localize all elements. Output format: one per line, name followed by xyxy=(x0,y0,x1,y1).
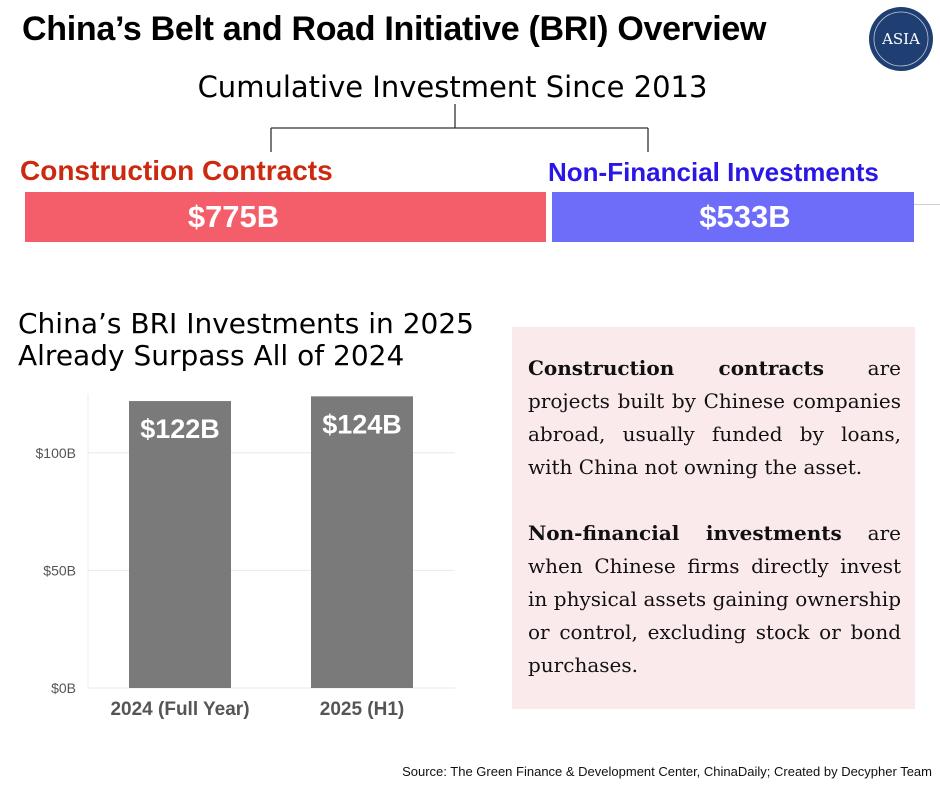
cumulative-subtitle: Cumulative Investment Since 2013 xyxy=(197,70,708,104)
construction-contracts-label: Construction Contracts xyxy=(20,155,333,186)
non-financial-investments-label: Non-Financial Investments xyxy=(548,157,879,187)
page-title: China’s Belt and Road Initiative (BRI) O… xyxy=(22,10,767,48)
definitions-panel: Construction contracts are projects buil… xyxy=(512,327,915,709)
non-financial-investments-value: $533B xyxy=(699,199,791,234)
y-tick-label: $100B xyxy=(36,445,76,461)
construction-definition: Construction contracts are projects buil… xyxy=(528,352,901,484)
x-tick-label: 2024 (Full Year) xyxy=(110,699,249,720)
bri-bar-chart: $0B $50B $100B $122B 2024 (Full Year) $124B 20… xyxy=(36,394,455,720)
bar-chart-title-line2: Already Surpass All of 2024 xyxy=(18,339,405,372)
y-tick-label: $0B xyxy=(51,680,76,696)
non-financial-investments-bar: $533B xyxy=(552,192,914,242)
nonfin-definition: Non-financial investments are when Chine… xyxy=(528,517,901,682)
asia-logo: ASIA xyxy=(869,7,933,71)
construction-text: are projects built by Chinese companies … xyxy=(528,356,901,479)
bar-chart-title: China’s BRI Investments in 2025 Already … xyxy=(18,308,474,372)
construction-contracts-value: $775B xyxy=(187,199,280,234)
bar-value-label: $124B xyxy=(322,409,402,439)
logo-text: ASIA xyxy=(881,30,920,48)
bar xyxy=(129,401,231,688)
bar-value-label: $122B xyxy=(140,414,220,444)
construction-term: Construction contracts xyxy=(528,356,825,380)
nonfin-term: Non-financial investments xyxy=(528,521,842,545)
bracket-connector xyxy=(270,104,649,152)
divider-line xyxy=(914,204,940,205)
source-note: Source: The Green Finance & Development … xyxy=(402,764,932,779)
x-tick-label: 2025 (H1) xyxy=(320,699,405,720)
construction-contracts-bar: $775B xyxy=(25,192,546,242)
y-tick-label: $50B xyxy=(43,562,76,578)
nonfin-text: are when Chinese firms directly invest i… xyxy=(528,521,901,677)
bar xyxy=(311,396,413,688)
bar-chart-title-line1: China’s BRI Investments in 2025 xyxy=(18,307,474,340)
